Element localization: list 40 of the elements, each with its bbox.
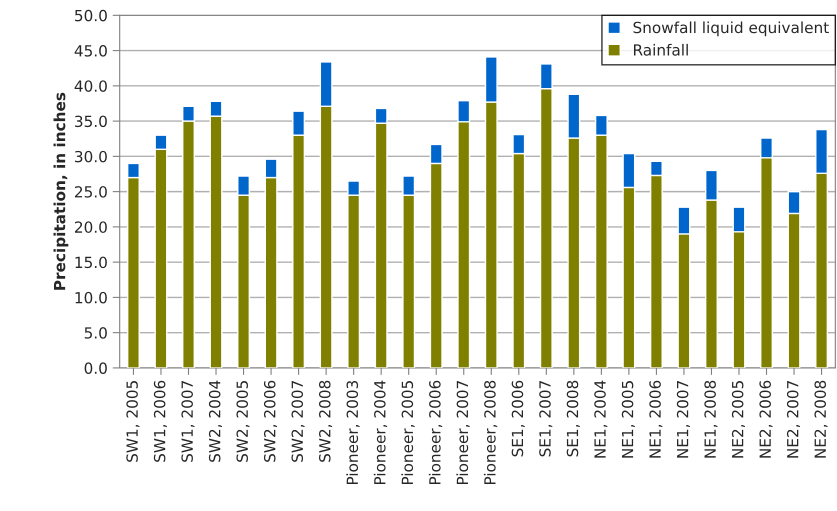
x-tick-label: Pioneer, 2008: [484, 380, 498, 484]
y-tick-label: 15.0: [76, 256, 107, 268]
y-tick-label: 45.0: [74, 45, 107, 57]
y-tick-label: 30.0: [75, 150, 107, 162]
x-tick-label: SW2, 2006: [264, 380, 278, 462]
x-tick-label: SE1, 2008: [566, 380, 580, 456]
x-tick-label: SW2, 2005: [236, 381, 250, 462]
legend-label: Snowfall liquid equivalent: [633, 21, 829, 36]
y-tick-label: 5.0: [84, 327, 107, 339]
y-tick-label: 0.0: [84, 362, 107, 374]
y-axis-title: Precipitation, in inches: [54, 92, 68, 290]
x-tick-label: Pioneer, 2004: [374, 380, 388, 484]
x-tick-label: NE2, 2005: [732, 381, 745, 458]
x-tick-label: NE1, 2007: [676, 381, 690, 458]
x-tick-label: SW2, 2004: [208, 380, 222, 462]
x-tick-label: Pioneer, 2003: [346, 380, 360, 484]
x-tick-label: SW1, 2005: [126, 381, 140, 462]
x-tick-label: NE1, 2006: [649, 380, 662, 458]
x-tick-label: SW2, 2008: [319, 380, 332, 462]
y-tick-label: 50.0: [75, 10, 107, 22]
x-tick-label: SW1, 2006: [154, 380, 167, 462]
x-tick-label: SW1, 2007: [181, 381, 194, 462]
legend-label: Rainfall: [634, 44, 688, 56]
y-tick-label: 35.0: [75, 116, 107, 128]
x-tick-label: Pioneer, 2007: [456, 381, 470, 484]
x-tick-label: SE1, 2006: [512, 380, 525, 456]
x-tick-label: Pioneer, 2005: [401, 381, 415, 484]
x-tick-label: NE2, 2007: [786, 381, 800, 458]
x-tick-label: NE2, 2008: [814, 380, 828, 458]
x-tick-label: NE1, 2005: [622, 381, 635, 458]
x-tick-label: NE2, 2006: [759, 380, 773, 458]
y-tick-label: 10.0: [76, 292, 107, 304]
y-tick-label: 40.0: [74, 80, 107, 92]
y-tick-label: 20.0: [74, 221, 107, 233]
x-tick-label: NE1, 2004: [594, 380, 608, 458]
x-tick-label: Pioneer, 2006: [428, 380, 442, 484]
x-tick-label: SE1, 2007: [539, 381, 552, 456]
x-tick-label: SW2, 2007: [291, 381, 305, 462]
x-tick-label: NE1, 2008: [704, 380, 718, 458]
y-tick-label: 25.0: [74, 186, 107, 198]
